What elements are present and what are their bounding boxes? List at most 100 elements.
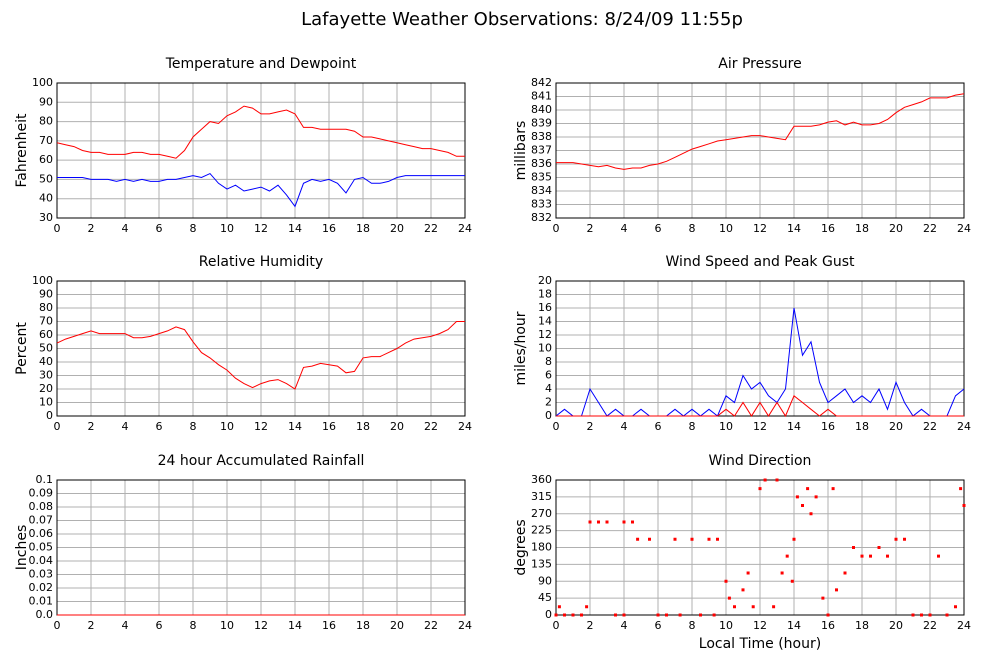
y-tick-label: 14 (538, 315, 552, 328)
y-tick-label: 100 (32, 274, 53, 287)
y-tick-label: 90 (538, 574, 552, 587)
data-point (588, 520, 592, 524)
y-tick-label: 0.06 (29, 527, 54, 540)
data-point (772, 605, 776, 609)
x-tick-label: 6 (655, 619, 662, 632)
y-tick-label: 0.09 (29, 487, 54, 500)
data-point (780, 571, 784, 575)
y-tick-label: 40 (39, 192, 53, 205)
x-tick-label: 24 (458, 420, 472, 433)
x-tick-label: 0 (54, 420, 61, 433)
y-tick-label: 838 (531, 130, 552, 143)
x-tick-label: 8 (190, 420, 197, 433)
data-point (746, 571, 750, 575)
y-tick-label: 0.02 (29, 581, 54, 594)
chart-title: Temperature and Dewpoint (165, 56, 357, 72)
y-tick-label: 20 (538, 274, 552, 287)
data-point (821, 596, 825, 600)
y-axis-label: millibars (513, 121, 529, 181)
data-point (831, 487, 835, 491)
data-point (678, 613, 682, 617)
x-tick-label: 18 (855, 619, 869, 632)
y-axis-label: degrees (513, 519, 529, 575)
plot-frame (555, 280, 965, 417)
x-tick-label: 4 (621, 619, 628, 632)
y-tick-label: 0.04 (29, 554, 54, 567)
y-tick-label: 2 (545, 396, 552, 409)
x-tick-label: 8 (689, 420, 696, 433)
x-tick-label: 18 (855, 222, 869, 235)
data-point (648, 537, 651, 541)
y-axis-label: miles/hour (513, 311, 529, 385)
x-tick-label: 22 (424, 619, 438, 632)
x-tick-label: 10 (220, 420, 234, 433)
data-point (877, 546, 881, 549)
chart-title: Relative Humidity (199, 254, 323, 270)
data-point (712, 613, 716, 617)
x-tick-label: 14 (787, 222, 801, 235)
x-tick-label: 16 (322, 619, 336, 632)
x-tick-label: 24 (957, 619, 971, 632)
chart-title: Air Pressure (718, 56, 801, 72)
data-point (597, 520, 600, 524)
data-point (903, 537, 906, 541)
plot-frame (56, 280, 466, 417)
data-point (707, 537, 711, 541)
data-point (614, 613, 617, 617)
x-tick-label: 4 (621, 420, 628, 433)
x-tick-label: 2 (88, 619, 95, 632)
y-axis-label: Fahrenheit (14, 113, 30, 188)
y-tick-label: 835 (531, 171, 552, 184)
data-point (852, 546, 855, 549)
y-tick-label: 0.03 (29, 568, 54, 581)
y-tick-label: 90 (39, 95, 53, 108)
x-tick-label: 18 (855, 420, 869, 433)
y-tick-label: 20 (39, 382, 53, 395)
y-tick-label: 842 (531, 76, 552, 89)
data-point (763, 478, 767, 482)
x-tick-label: 24 (458, 619, 472, 632)
x-tick-label: 12 (254, 420, 268, 433)
x-tick-label: 24 (458, 222, 472, 235)
data-point (954, 605, 957, 609)
y-tick-label: 0.05 (29, 541, 54, 554)
x-tick-label: 8 (190, 222, 197, 235)
y-tick-label: 135 (531, 557, 552, 570)
x-tick-label: 16 (821, 619, 835, 632)
x-tick-label: 2 (88, 222, 95, 235)
y-tick-label: 45 (538, 591, 552, 604)
y-tick-label: 70 (39, 315, 53, 328)
y-tick-label: 8 (545, 355, 552, 368)
x-tick-label: 20 (889, 222, 903, 235)
y-tick-label: 70 (39, 134, 53, 147)
y-tick-label: 10 (39, 396, 53, 409)
data-point (699, 613, 702, 617)
x-tick-label: 18 (356, 619, 370, 632)
y-tick-label: 12 (538, 328, 552, 341)
y-tick-label: 100 (32, 76, 53, 89)
x-tick-label: 10 (719, 619, 733, 632)
data-point (557, 605, 561, 609)
data-point (795, 495, 799, 499)
data-point (835, 588, 838, 592)
x-tick-label: 20 (390, 222, 404, 235)
y-tick-label: 30 (39, 211, 53, 224)
data-point (580, 613, 583, 617)
data-point (945, 613, 949, 617)
data-point (937, 554, 940, 558)
x-tick-label: 12 (753, 619, 767, 632)
data-point (894, 537, 898, 541)
x-tick-label: 24 (957, 420, 971, 433)
data-point (790, 579, 794, 583)
x-tick-label: 20 (889, 420, 903, 433)
data-point (690, 537, 694, 541)
data-point (605, 520, 609, 524)
data-point (826, 613, 830, 617)
y-tick-label: 360 (531, 473, 552, 486)
y-tick-label: 50 (39, 342, 53, 355)
page-title: Lafayette Weather Observations: 8/24/09 … (301, 9, 743, 30)
data-point (665, 613, 668, 617)
data-point (806, 487, 810, 491)
data-point (724, 579, 728, 583)
